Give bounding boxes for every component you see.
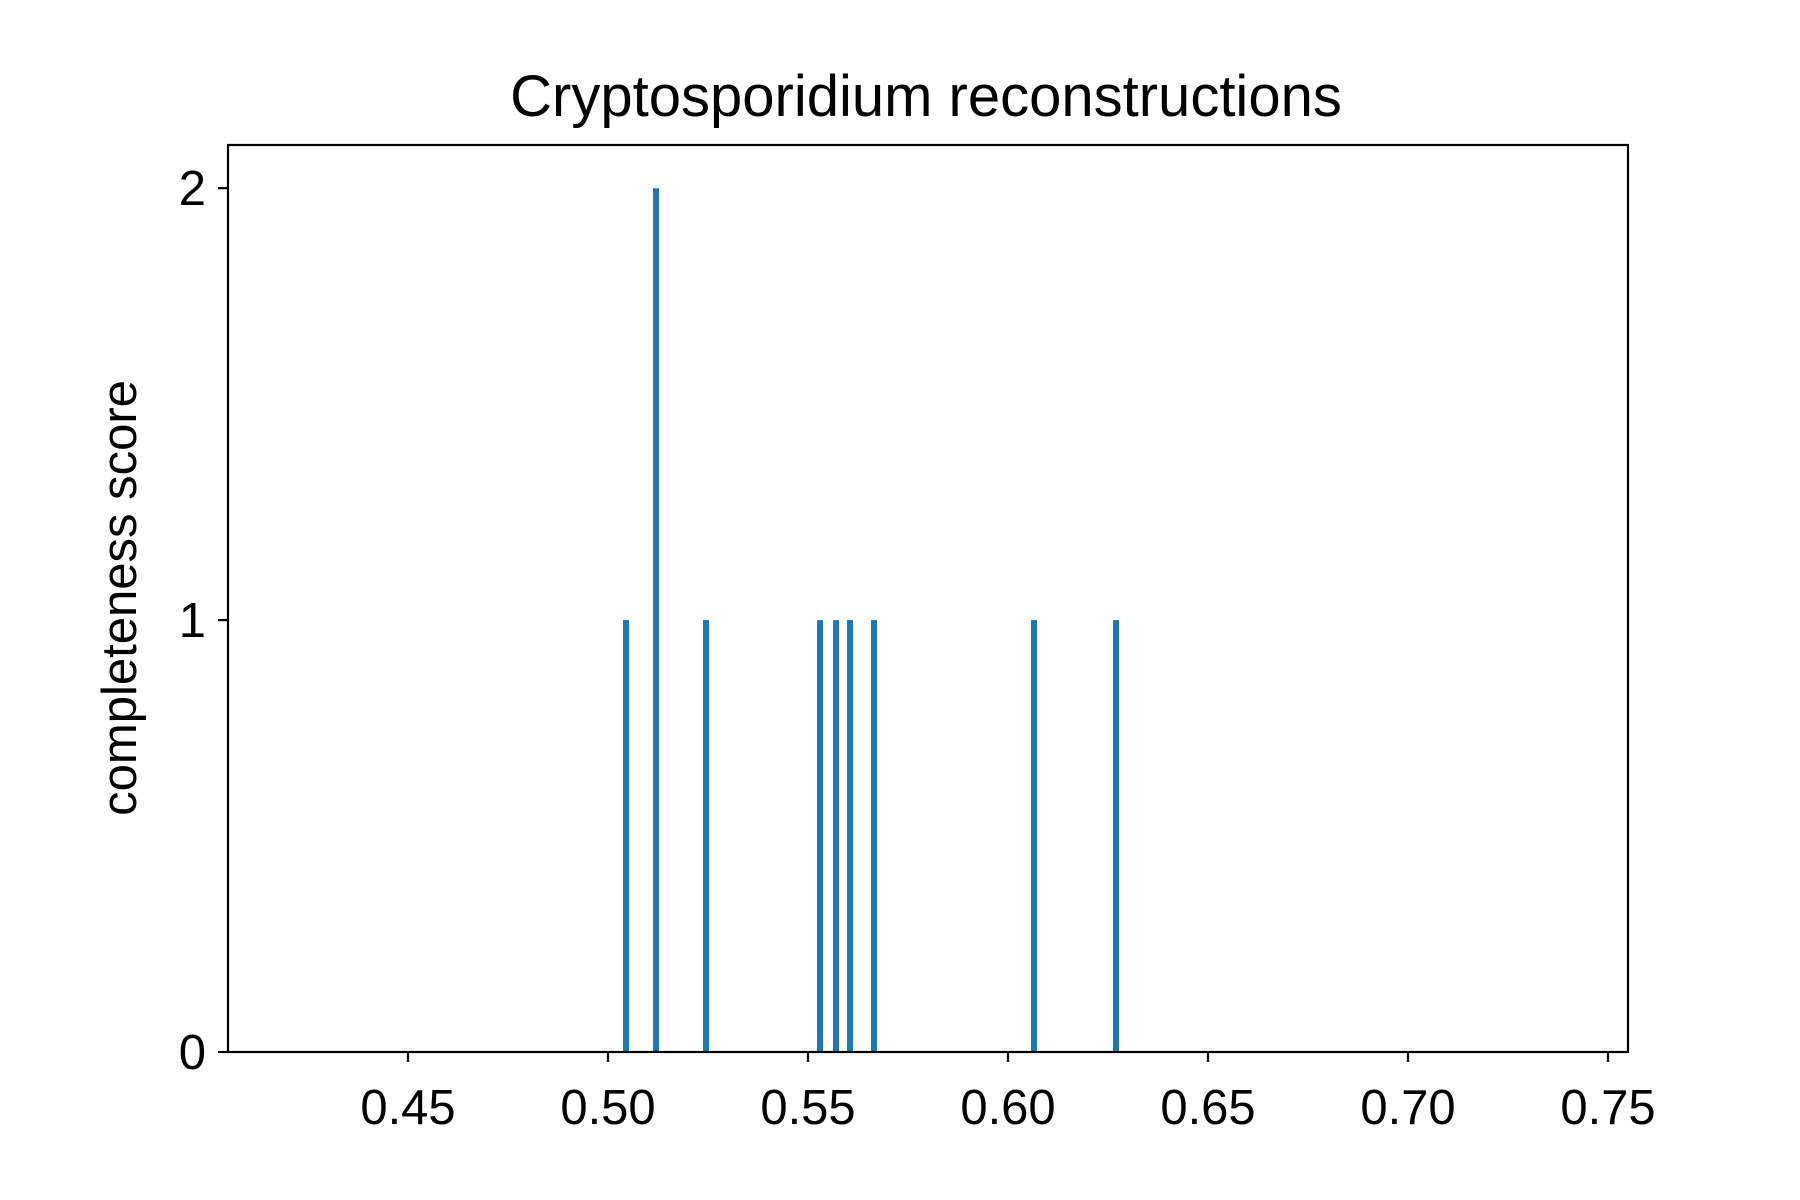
x-tick-label: 0.50 xyxy=(560,1081,655,1135)
bar xyxy=(1113,620,1119,1052)
bar xyxy=(817,620,823,1052)
x-tick-label: 0.65 xyxy=(1160,1081,1255,1135)
bar xyxy=(1031,620,1037,1052)
x-tick-label: 0.55 xyxy=(760,1081,855,1135)
y-axis-label: completeness score xyxy=(93,380,147,816)
x-axis: 0.45 0.50 0.55 0.60 0.65 0.70 0.75 xyxy=(360,1052,1656,1135)
y-axis: 0 1 2 xyxy=(179,162,228,1080)
bar xyxy=(847,620,853,1052)
bar xyxy=(833,620,839,1052)
y-tick-label: 0 xyxy=(179,1026,206,1080)
bar xyxy=(623,620,629,1052)
bar xyxy=(653,188,659,1052)
x-tick-label: 0.45 xyxy=(360,1081,455,1135)
bars-group xyxy=(623,188,1119,1052)
bar xyxy=(871,620,877,1052)
x-tick-label: 0.60 xyxy=(960,1081,1055,1135)
bar xyxy=(703,620,709,1052)
y-tick-label: 1 xyxy=(179,594,206,648)
x-tick-label: 0.70 xyxy=(1360,1081,1455,1135)
plot-area-frame xyxy=(226,143,1630,1054)
x-tick-label: 0.75 xyxy=(1560,1081,1655,1135)
y-tick-label: 2 xyxy=(179,162,206,216)
chart-title: Cryptosporidium reconstructions xyxy=(510,64,1342,129)
